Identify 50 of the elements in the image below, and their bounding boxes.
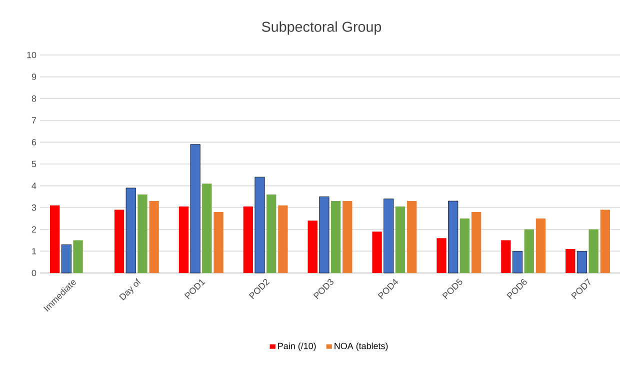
bar [395,206,406,273]
bar [436,238,446,273]
bar [50,205,60,273]
bar [266,194,276,273]
bar [330,201,341,273]
bar [512,251,523,274]
bar [126,188,136,274]
y-tick-label: 4 [32,182,36,189]
bar [202,184,212,273]
bar [178,206,189,273]
chart-title: Subpectoral Group [262,21,382,35]
bar [407,201,417,273]
bar [576,251,588,274]
y-tick-label: 5 [32,160,36,168]
legend-label: Pain (/10) [278,342,316,351]
bar [278,205,288,273]
bar [501,240,511,273]
bar [448,200,458,274]
bar [73,240,83,273]
bar [61,244,72,274]
bar [214,212,224,273]
bar [536,218,546,273]
bar [600,210,610,273]
bar [524,229,534,273]
bar [149,201,159,273]
bar [319,196,330,274]
bar [588,229,598,273]
y-tick-label: 3 [32,204,36,211]
bar [308,220,318,273]
bar [460,218,470,273]
bar [566,249,576,273]
legend-label: NOA (tablets) [334,342,388,351]
y-tick-label: 6 [32,139,36,146]
bar [254,176,265,274]
x-tick-label: Day of [119,278,141,300]
bar [114,210,124,273]
y-tick-label: 0 [32,270,36,276]
bar [372,232,382,273]
y-tick-label: 8 [32,95,36,102]
y-tick-label: 10 [27,52,36,58]
bar [471,212,482,273]
y-tick-label: 7 [32,117,36,124]
y-tick-label: 1 [32,248,36,254]
y-tick-label: 9 [32,74,36,80]
y-tick-label: 2 [32,226,36,233]
bar [190,144,200,274]
bar [384,198,394,274]
bar [342,201,352,273]
bar [138,194,148,273]
bar [243,206,253,273]
